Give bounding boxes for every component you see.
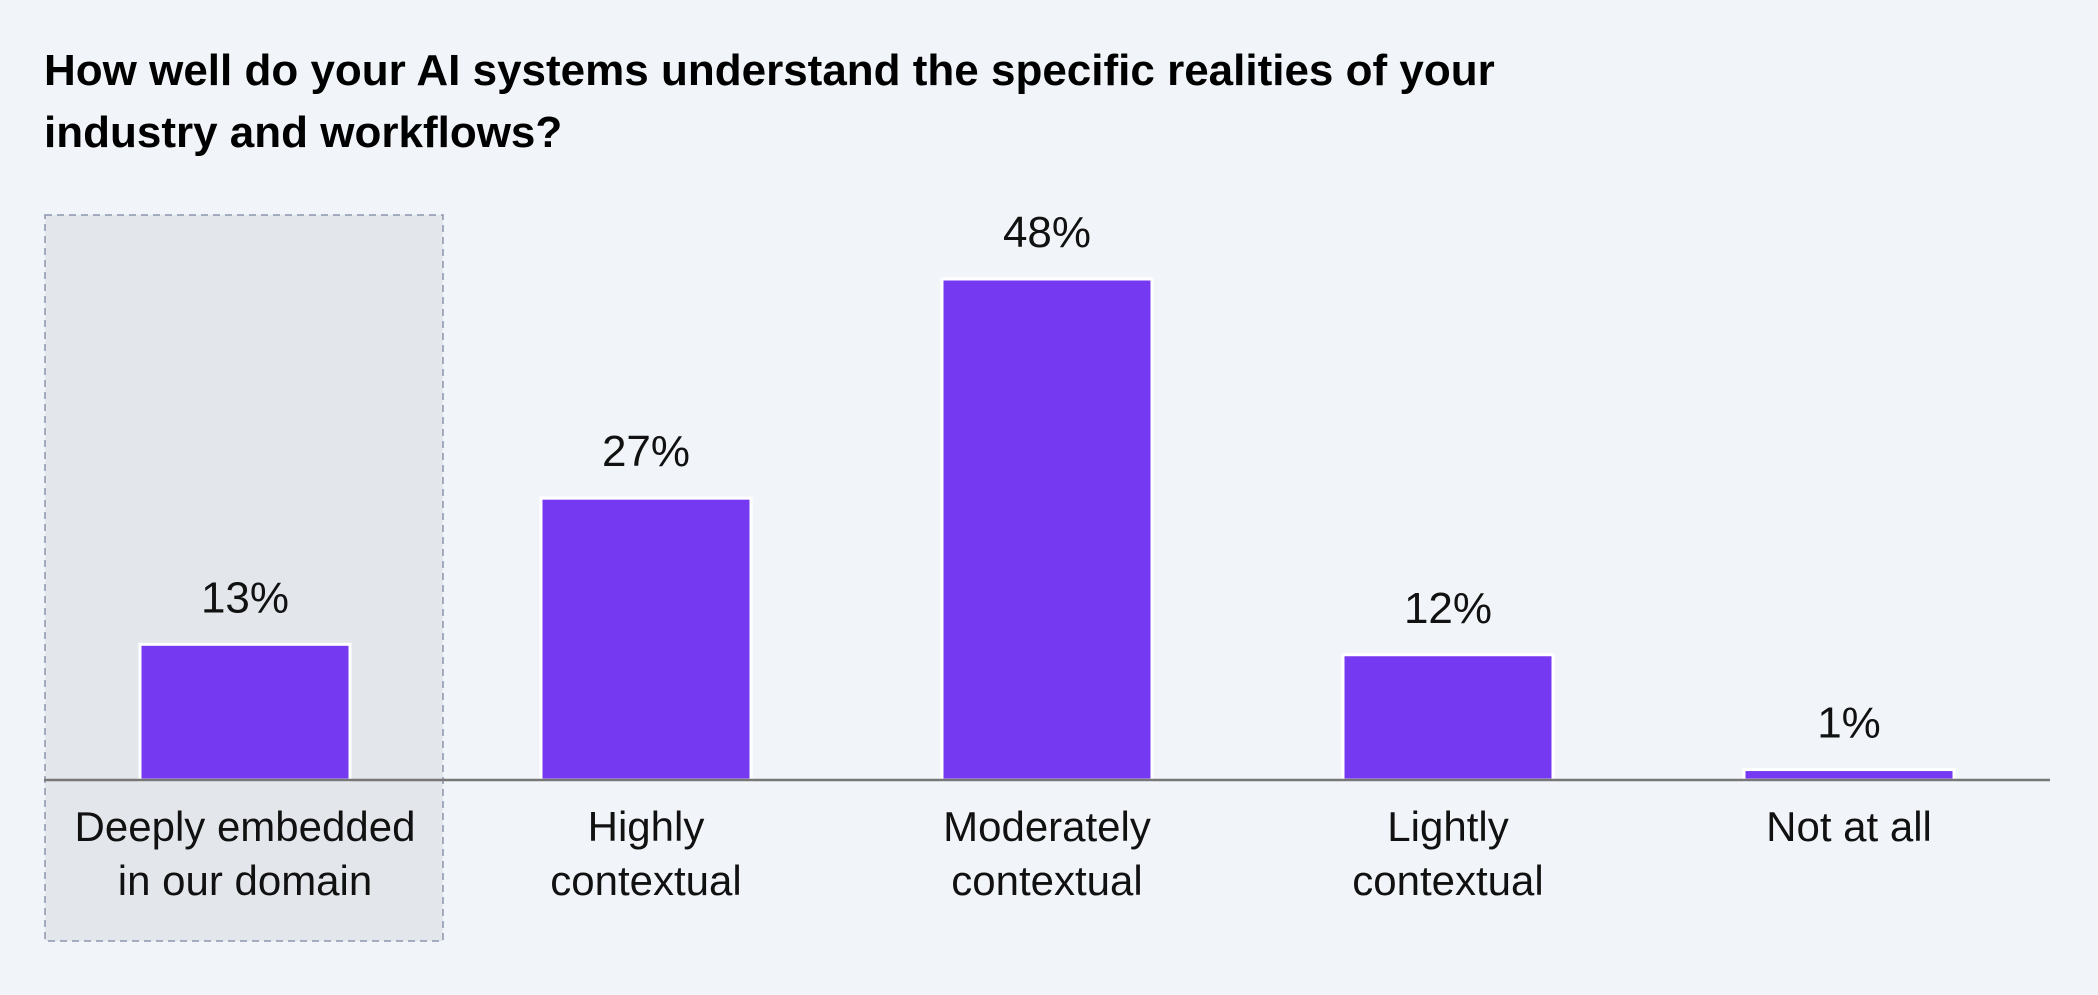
value-label: 13%	[201, 573, 289, 622]
category-label: Not at all	[1766, 803, 1932, 850]
bar	[1742, 768, 1956, 782]
value-label: 27%	[602, 427, 690, 476]
category-label: Lightly	[1387, 803, 1508, 850]
bar	[539, 496, 753, 782]
value-label: 48%	[1003, 208, 1091, 257]
chart-title: How well do your AI systems understand t…	[44, 46, 1495, 157]
bar	[1341, 653, 1555, 782]
category-label: contextual	[951, 857, 1142, 904]
category-label: contextual	[550, 857, 741, 904]
bars-layer	[138, 277, 1956, 782]
value-label: 12%	[1404, 584, 1492, 633]
category-label: Deeply embedded	[75, 803, 416, 850]
bar	[138, 642, 352, 782]
highlight-layer	[44, 214, 444, 942]
value-label: 1%	[1817, 699, 1881, 748]
value-labels-layer: 13% 27% 48% 12% 1%	[201, 208, 1881, 748]
category-label: Highly	[588, 803, 705, 850]
highlight-box	[44, 214, 444, 942]
category-label: in our domain	[118, 857, 372, 904]
bar	[940, 277, 1154, 782]
category-labels-layer: Deeply embedded in our domain Highly contex…	[75, 803, 1932, 904]
category-label: Moderately	[943, 803, 1151, 850]
category-label: contextual	[1352, 857, 1543, 904]
